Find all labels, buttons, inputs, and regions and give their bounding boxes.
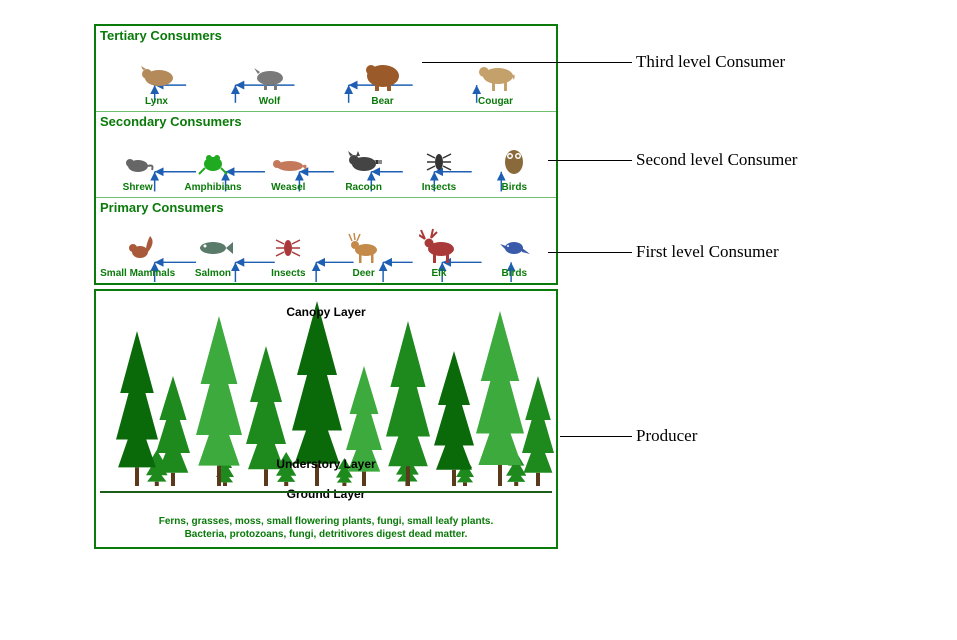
organism-label: Birds bbox=[502, 182, 528, 193]
organism-birds: Birds bbox=[477, 224, 552, 279]
organism-deer: Deer bbox=[326, 224, 401, 279]
conifer-tree-icon bbox=[386, 321, 430, 491]
organism-label: Insects bbox=[422, 182, 456, 193]
row-title: Secondary Consumers bbox=[96, 112, 556, 129]
caption-line-1: Ferns, grasses, moss, small flowering pl… bbox=[106, 515, 546, 528]
producer-caption: Ferns, grasses, moss, small flowering pl… bbox=[96, 515, 556, 541]
trophic-row-2: Primary Consumers Small Mammals Salmon Inse… bbox=[96, 198, 556, 283]
owl-icon bbox=[494, 138, 534, 180]
organism-amphibians: Amphibians bbox=[175, 138, 250, 193]
organism-racoon: Racoon bbox=[326, 138, 401, 193]
conifer-tree-icon bbox=[434, 351, 474, 491]
conifer-tree-icon bbox=[196, 316, 242, 491]
ground-line bbox=[100, 491, 552, 493]
insect-icon bbox=[419, 138, 459, 180]
callout-label: Second level Consumer bbox=[636, 150, 797, 170]
callout-label: Third level Consumer bbox=[636, 52, 785, 72]
organism-label: Amphibians bbox=[184, 182, 241, 193]
organism-label: Wolf bbox=[259, 96, 280, 107]
consumers-panel: Tertiary Consumers Lynx Wolf Bear Cougar Seco… bbox=[94, 24, 558, 285]
jay-icon bbox=[494, 224, 534, 266]
row-title: Tertiary Consumers bbox=[96, 26, 556, 43]
trophic-row-0: Tertiary Consumers Lynx Wolf Bear Cougar bbox=[96, 26, 556, 112]
organism-elk: Elk bbox=[401, 224, 476, 279]
row-title: Primary Consumers bbox=[96, 198, 556, 215]
ecosystem-diagram: Tertiary Consumers Lynx Wolf Bear Cougar Seco… bbox=[94, 24, 558, 549]
caption-line-2: Bacteria, protozoans, fungi, detritivore… bbox=[106, 528, 546, 541]
organism-label: Cougar bbox=[478, 96, 513, 107]
cat-icon bbox=[137, 52, 177, 94]
insect-icon bbox=[268, 224, 308, 266]
forest-scene: Canopy Layer Understory Layer Ground Lay… bbox=[96, 291, 556, 547]
organism-label: Small Mammals bbox=[100, 268, 175, 279]
callout-line bbox=[422, 62, 632, 63]
conifer-tree-icon bbox=[522, 376, 554, 491]
callout-line bbox=[548, 160, 632, 161]
rodent-icon bbox=[118, 138, 158, 180]
organism-lynx: Lynx bbox=[100, 52, 213, 107]
frog-icon bbox=[193, 138, 233, 180]
conifer-tree-icon bbox=[346, 366, 382, 491]
organism-birds: Birds bbox=[477, 138, 552, 193]
organism-label: Shrew bbox=[123, 182, 153, 193]
squirrel-icon bbox=[118, 224, 158, 266]
organism-label: Insects bbox=[271, 268, 305, 279]
organism-wolf: Wolf bbox=[213, 52, 326, 107]
organism-bear: Bear bbox=[326, 52, 439, 107]
organism-label: Racoon bbox=[345, 182, 382, 193]
organism-label: Birds bbox=[502, 268, 528, 279]
trophic-row-1: Secondary Consumers Shrew Amphibians Weasel… bbox=[96, 112, 556, 198]
producers-panel: Canopy Layer Understory Layer Ground Lay… bbox=[94, 289, 558, 549]
fish-icon bbox=[193, 224, 233, 266]
organism-weasel: Weasel bbox=[251, 138, 326, 193]
racoon-icon bbox=[344, 138, 384, 180]
organism-salmon: Salmon bbox=[175, 224, 250, 279]
conifer-tree-icon bbox=[156, 376, 190, 491]
organism-label: Elk bbox=[431, 268, 446, 279]
wolf-icon bbox=[250, 52, 290, 94]
conifer-tree-icon bbox=[476, 311, 524, 491]
organism-small-mammals: Small Mammals bbox=[100, 224, 175, 279]
bear-icon bbox=[363, 52, 403, 94]
understory-layer-label: Understory Layer bbox=[276, 457, 375, 471]
organism-label: Bear bbox=[371, 96, 393, 107]
callout-line bbox=[560, 436, 632, 437]
ground-layer-label: Ground Layer bbox=[287, 487, 366, 501]
organism-insects: Insects bbox=[251, 224, 326, 279]
organism-label: Deer bbox=[353, 268, 375, 279]
deer-icon bbox=[344, 224, 384, 266]
callout-label: Producer bbox=[636, 426, 697, 446]
organism-label: Salmon bbox=[195, 268, 231, 279]
cougar-icon bbox=[476, 52, 516, 94]
elk-icon bbox=[419, 224, 459, 266]
organism-label: Lynx bbox=[145, 96, 168, 107]
organism-shrew: Shrew bbox=[100, 138, 175, 193]
callout-label: First level Consumer bbox=[636, 242, 779, 262]
weasel-icon bbox=[268, 138, 308, 180]
callout-line bbox=[548, 252, 632, 253]
canopy-layer-label: Canopy Layer bbox=[286, 305, 365, 319]
organism-label: Weasel bbox=[271, 182, 305, 193]
organism-cougar: Cougar bbox=[439, 52, 552, 107]
organism-insects: Insects bbox=[401, 138, 476, 193]
conifer-tree-icon bbox=[116, 331, 158, 491]
